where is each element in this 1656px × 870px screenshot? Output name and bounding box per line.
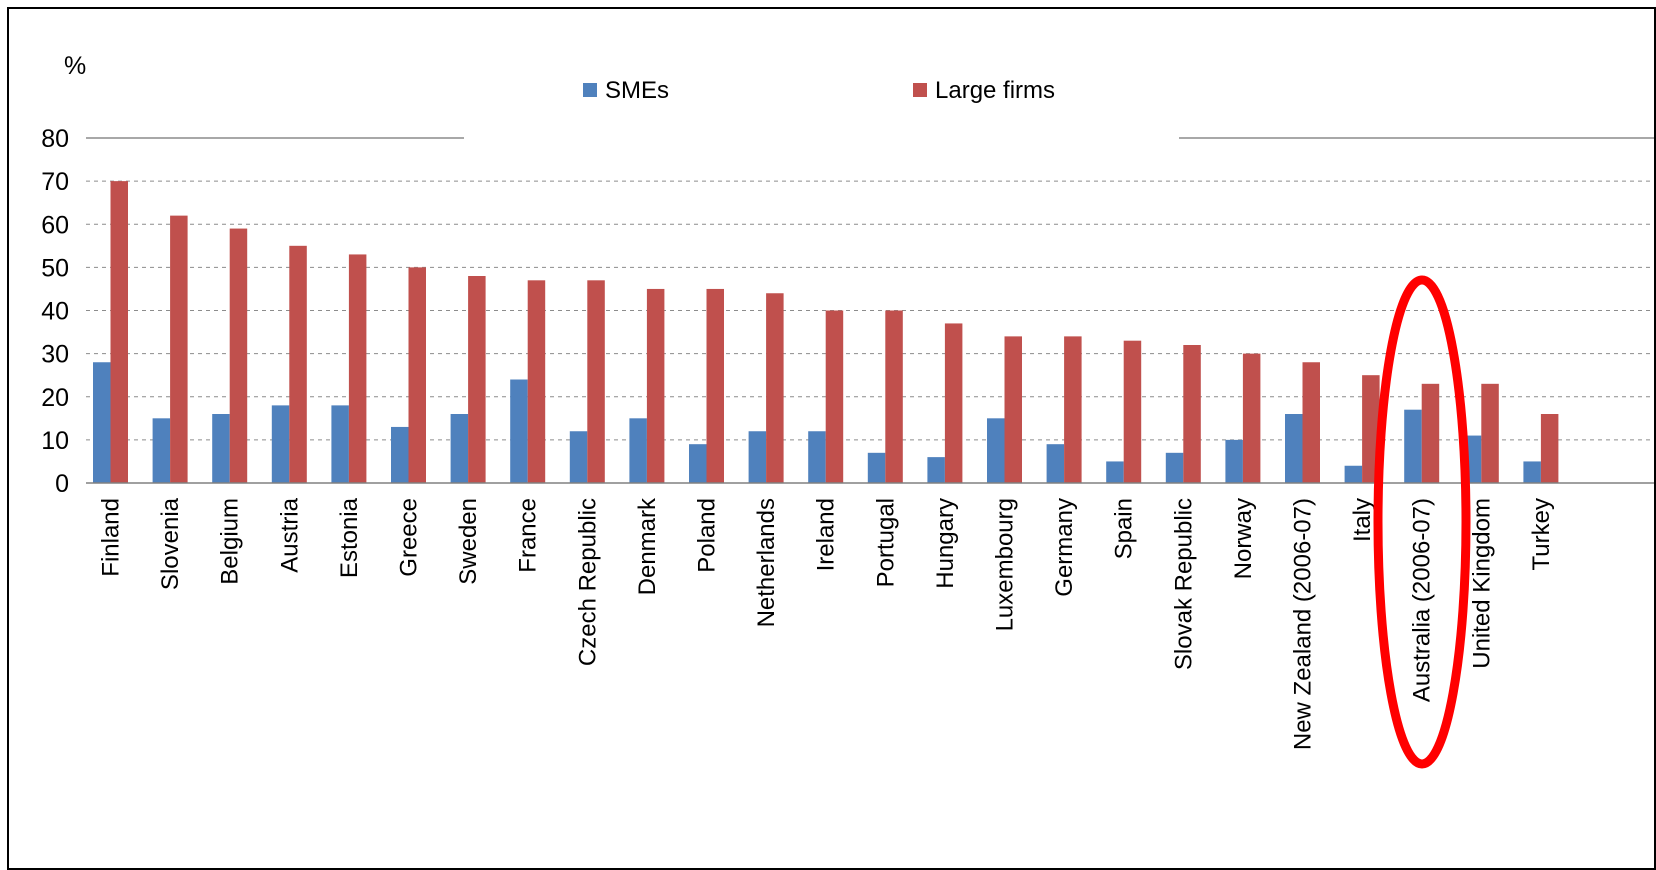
highlight-ellipse: [1373, 275, 1471, 769]
y-tick-label: 40: [41, 298, 69, 326]
bar-smes: [510, 379, 528, 483]
legend-swatch-large-firms: [913, 83, 927, 97]
bar-large-firms: [110, 181, 128, 483]
bar-chart: % 0 10 20 30 40 50 60 70 80 Finland Slovenia Belgi…: [41, 52, 1654, 769]
bar-large-firms: [646, 288, 665, 483]
x-tick-label: Estonia: [336, 497, 363, 578]
y-tick-label: 10: [41, 427, 69, 455]
bar-large-firms: [1421, 383, 1440, 483]
bar-smes: [1285, 414, 1303, 483]
bar-smes: [808, 431, 826, 483]
x-tick-label: Finland: [98, 498, 125, 577]
x-tick-label: Italy: [1349, 498, 1376, 542]
y-axis-label: %: [64, 52, 86, 80]
bar-large-firms: [348, 254, 367, 483]
gridlines: [86, 137, 1654, 441]
bar-large-firms: [885, 310, 903, 483]
y-tick-label: 30: [41, 341, 69, 369]
bar-smes: [927, 457, 945, 483]
bar-smes: [987, 418, 1005, 483]
y-tick-label: 60: [41, 211, 69, 239]
bar-large-firms: [1481, 383, 1499, 483]
bars: [93, 181, 1559, 483]
bar-large-firms: [1183, 345, 1201, 483]
x-tick-label: Slovenia: [157, 497, 184, 590]
y-tick-label: 20: [41, 384, 69, 412]
bar-smes: [152, 418, 171, 483]
bar-large-firms: [944, 323, 963, 483]
bar-large-firms: [289, 245, 307, 483]
x-tick-label: Luxembourg: [992, 498, 1019, 631]
bar-smes: [1106, 461, 1124, 483]
bar-large-firms: [587, 280, 605, 483]
x-tick-label: Turkey: [1528, 498, 1555, 570]
bar-large-firms: [1242, 353, 1261, 483]
x-tick-label: Sweden: [455, 498, 482, 585]
bar-smes: [391, 426, 409, 483]
bar-large-firms: [170, 215, 188, 483]
y-tick-label: 80: [41, 125, 69, 153]
x-tick-label: Australia (2006-07): [1409, 498, 1436, 702]
x-tick-label: Norway: [1230, 498, 1257, 579]
bar-smes: [748, 431, 767, 483]
x-tick-label: United Kingdom: [1468, 498, 1495, 669]
bar-large-firms: [1123, 340, 1142, 483]
bar-smes: [450, 414, 469, 483]
bar-large-firms: [408, 267, 426, 483]
x-tick-label: New Zealand (2006-07): [1290, 498, 1317, 750]
y-tick-label: 70: [41, 168, 69, 196]
bar-large-firms: [1004, 336, 1022, 483]
x-tick-label: Greece: [396, 498, 423, 577]
legend-swatch-smes: [583, 83, 597, 97]
x-tick-label: France: [515, 498, 542, 573]
chart-frame: % 0 10 20 30 40 50 60 70 80 Finland Slovenia Belgi…: [7, 7, 1656, 870]
x-tick-label: Ireland: [813, 498, 840, 571]
bar-smes: [1404, 409, 1422, 483]
x-tick-label: Denmark: [634, 497, 661, 595]
x-axis-labels: Finland Slovenia Belgium Austria Estonia Gree…: [98, 497, 1555, 750]
bar-large-firms: [229, 228, 248, 483]
bar-smes: [569, 431, 588, 483]
x-tick-label: Austria: [276, 497, 303, 572]
bar-smes: [629, 418, 647, 483]
bar-smes: [1225, 439, 1243, 483]
x-tick-label: Czech Republic: [574, 498, 601, 666]
legend-label-smes: SMEs: [605, 77, 669, 104]
bar-smes: [689, 444, 707, 483]
bar-large-firms: [1540, 414, 1559, 483]
y-tick-label: 0: [55, 470, 69, 498]
bar-large-firms: [766, 293, 784, 483]
bar-smes: [1523, 461, 1541, 483]
y-axis-ticks: 0 10 20 30 40 50 60 70 80: [41, 125, 69, 498]
x-tick-label: Poland: [694, 498, 721, 573]
x-tick-label: Netherlands: [753, 498, 780, 627]
bar-smes: [331, 405, 349, 483]
x-tick-label: Hungary: [932, 498, 959, 589]
bar-smes: [93, 362, 111, 483]
x-tick-label: Slovak Republic: [1170, 498, 1197, 670]
bar-smes: [1165, 452, 1184, 483]
bar-large-firms: [825, 310, 844, 483]
y-tick-label: 50: [41, 254, 69, 282]
bar-smes: [271, 405, 290, 483]
bar-large-firms: [706, 288, 724, 483]
bar-large-firms: [1302, 362, 1320, 483]
x-tick-label: Belgium: [217, 498, 244, 585]
legend-background: [464, 64, 1179, 154]
legend-label-large-firms: Large firms: [935, 77, 1055, 104]
bar-large-firms: [468, 276, 486, 483]
bar-smes: [1046, 444, 1065, 483]
bar-large-firms: [1064, 336, 1082, 483]
x-tick-label: Germany: [1051, 498, 1078, 597]
bar-smes: [1344, 465, 1363, 483]
legend: SMEs Large firms: [583, 77, 1055, 104]
bar-smes: [212, 414, 230, 483]
x-tick-label: Spain: [1111, 498, 1138, 559]
x-tick-label: Portugal: [872, 498, 899, 587]
bar-smes: [867, 452, 886, 483]
bar-large-firms: [527, 280, 546, 483]
